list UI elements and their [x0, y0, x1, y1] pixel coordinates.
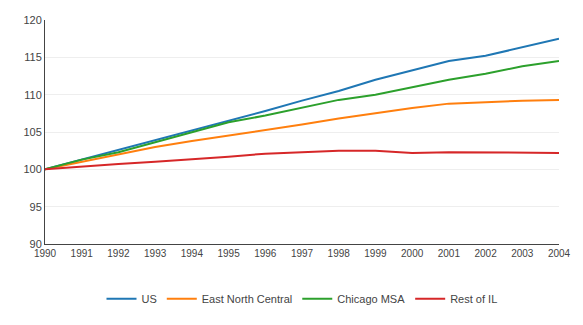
svg-text:1993: 1993: [144, 248, 167, 259]
svg-text:2004: 2004: [548, 248, 571, 259]
svg-text:110: 110: [24, 89, 42, 101]
svg-text:1996: 1996: [254, 248, 277, 259]
svg-text:95: 95: [30, 201, 42, 213]
svg-text:1991: 1991: [71, 248, 94, 259]
svg-text:US: US: [142, 293, 157, 305]
svg-text:1990: 1990: [34, 248, 57, 259]
svg-text:Rest of IL: Rest of IL: [450, 293, 497, 305]
svg-text:East North Central: East North Central: [202, 293, 292, 305]
svg-text:1992: 1992: [107, 248, 130, 259]
svg-text:100: 100: [23, 163, 41, 175]
svg-text:1995: 1995: [217, 248, 240, 259]
svg-text:115: 115: [24, 51, 42, 63]
svg-text:1994: 1994: [181, 248, 204, 259]
svg-text:2003: 2003: [511, 248, 534, 259]
svg-text:1997: 1997: [291, 248, 314, 259]
svg-text:120: 120: [23, 14, 41, 26]
svg-text:105: 105: [23, 126, 41, 138]
svg-text:1999: 1999: [364, 248, 387, 259]
svg-text:2002: 2002: [474, 248, 497, 259]
svg-text:2000: 2000: [401, 248, 424, 259]
svg-text:1998: 1998: [328, 248, 351, 259]
svg-text:Chicago MSA: Chicago MSA: [337, 293, 405, 305]
svg-text:2001: 2001: [438, 248, 461, 259]
svg-text:90: 90: [30, 238, 42, 250]
